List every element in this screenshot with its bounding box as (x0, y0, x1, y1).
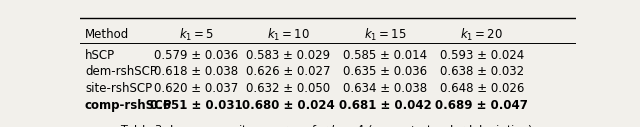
Text: 0.620 ± 0.037: 0.620 ± 0.037 (154, 82, 239, 95)
Text: 0.626 ± 0.027: 0.626 ± 0.027 (246, 65, 331, 78)
Text: Table 3: Leave one site accuracy for $k_2 = 4$ (mean $\pm$ standard deviation).: Table 3: Leave one site accuracy for $k_… (120, 123, 536, 127)
Text: $k_1 = 20$: $k_1 = 20$ (460, 27, 503, 43)
Text: $k_1 = 10$: $k_1 = 10$ (267, 27, 310, 43)
Text: comp-rshSCP: comp-rshSCP (85, 99, 172, 112)
Text: hSCP: hSCP (85, 49, 115, 62)
Text: 0.618 ± 0.038: 0.618 ± 0.038 (154, 65, 239, 78)
Text: 0.579 ± 0.036: 0.579 ± 0.036 (154, 49, 239, 62)
Text: 0.651 ± 0.031: 0.651 ± 0.031 (150, 99, 243, 112)
Text: 0.632 ± 0.050: 0.632 ± 0.050 (246, 82, 330, 95)
Text: 0.648 ± 0.026: 0.648 ± 0.026 (440, 82, 524, 95)
Text: 0.635 ± 0.036: 0.635 ± 0.036 (343, 65, 427, 78)
Text: 0.585 ± 0.014: 0.585 ± 0.014 (343, 49, 427, 62)
Text: 0.681 ± 0.042: 0.681 ± 0.042 (339, 99, 431, 112)
Text: 0.593 ± 0.024: 0.593 ± 0.024 (440, 49, 524, 62)
Text: 0.583 ± 0.029: 0.583 ± 0.029 (246, 49, 330, 62)
Text: $k_1 = 5$: $k_1 = 5$ (179, 27, 214, 43)
Text: site-rshSCP: site-rshSCP (85, 82, 152, 95)
Text: dem-rshSCP: dem-rshSCP (85, 65, 157, 78)
Text: 0.638 ± 0.032: 0.638 ± 0.032 (440, 65, 524, 78)
Text: 0.634 ± 0.038: 0.634 ± 0.038 (343, 82, 427, 95)
Text: $k_1 = 15$: $k_1 = 15$ (364, 27, 406, 43)
Text: 0.680 ± 0.024: 0.680 ± 0.024 (242, 99, 335, 112)
Text: 0.689 ± 0.047: 0.689 ± 0.047 (435, 99, 528, 112)
Text: Method: Method (85, 28, 129, 41)
